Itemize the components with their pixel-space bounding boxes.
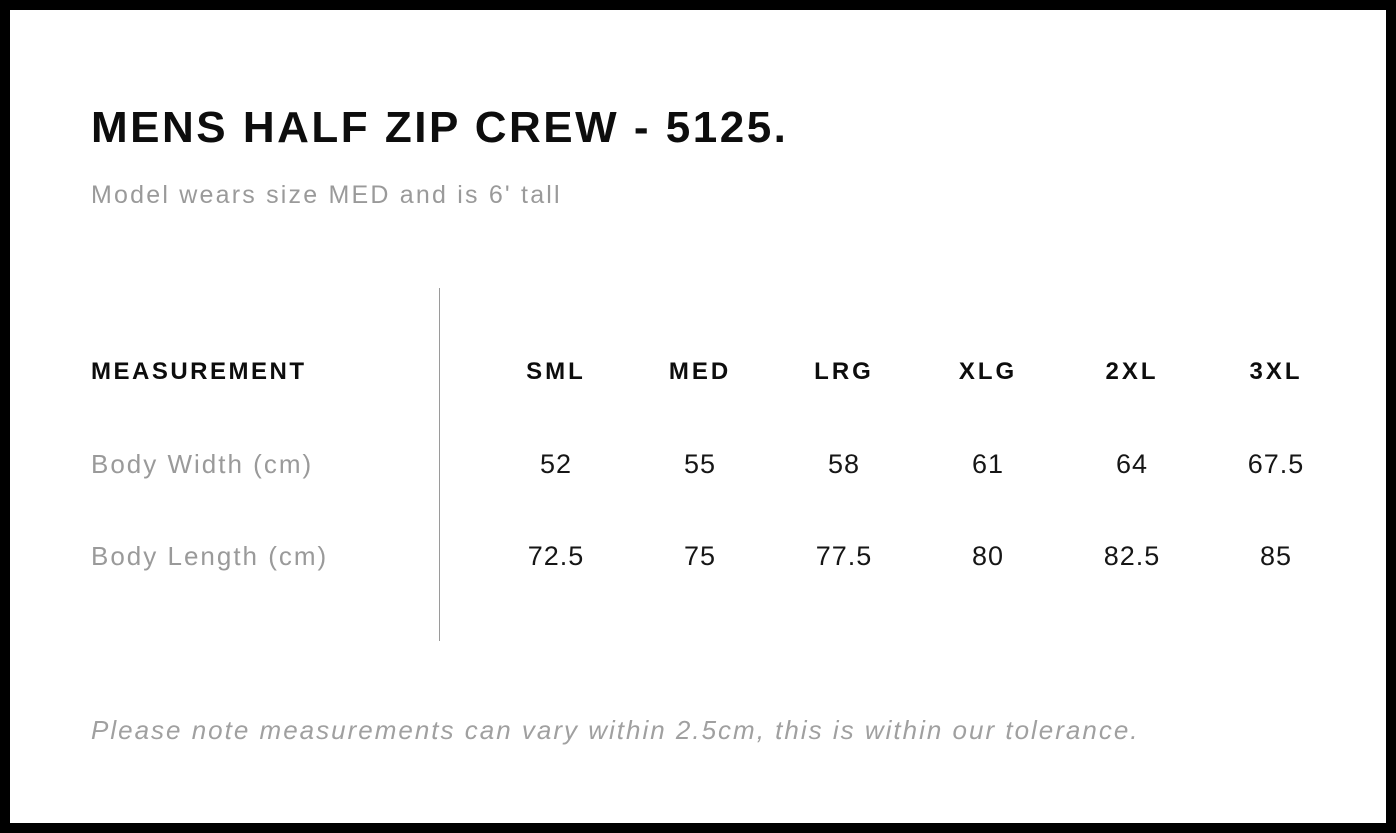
size-value: 61 [971,448,1005,479]
table-header-row: MEASUREMENT SML MED LRG XLG 2XL 3XL [91,326,1336,418]
size-value: 67.5 [1247,448,1305,479]
measurement-column-header: MEASUREMENT [91,358,307,385]
size-value: 77.5 [815,540,873,571]
size-value: 52 [539,448,573,479]
size-column-header: 3XL [1249,358,1303,385]
row-value-cells: 72.5 75 77.5 80 82.5 85 [484,541,1348,572]
page-title: MENS HALF ZIP CREW - 5125. [91,103,789,152]
size-column-header: SML [526,358,586,385]
size-value: 72.5 [527,540,585,571]
column-divider [439,288,440,641]
size-header-cells: SML MED LRG XLG 2XL 3XL [484,358,1348,386]
size-value: 55 [683,448,717,479]
size-chart-rows: MEASUREMENT SML MED LRG XLG 2XL 3XL Body… [91,288,1336,602]
row-label: Body Length (cm) [91,540,329,571]
size-value: 64 [1115,448,1149,479]
size-column-header: LRG [814,358,874,385]
size-value: 80 [971,540,1005,571]
size-column-header: XLG [958,358,1018,385]
size-value: 85 [1259,540,1293,571]
row-label: Body Width (cm) [91,448,314,479]
tolerance-note: Please note measurements can vary within… [91,715,1140,745]
table-row: Body Width (cm) 52 55 58 61 64 67.5 [91,418,1336,510]
model-size-note: Model wears size MED and is 6' tall [91,181,562,209]
size-column-header: MED [668,358,732,385]
size-value: 82.5 [1103,540,1161,571]
size-value: 75 [683,540,717,571]
table-row: Body Length (cm) 72.5 75 77.5 80 82.5 85 [91,510,1336,602]
row-value-cells: 52 55 58 61 64 67.5 [484,449,1348,480]
size-chart-table: MEASUREMENT SML MED LRG XLG 2XL 3XL Body… [91,288,1336,641]
size-value: 58 [827,448,861,479]
size-column-header: 2XL [1105,358,1159,385]
size-guide-content: MENS HALF ZIP CREW - 5125. Model wears s… [10,10,1386,745]
